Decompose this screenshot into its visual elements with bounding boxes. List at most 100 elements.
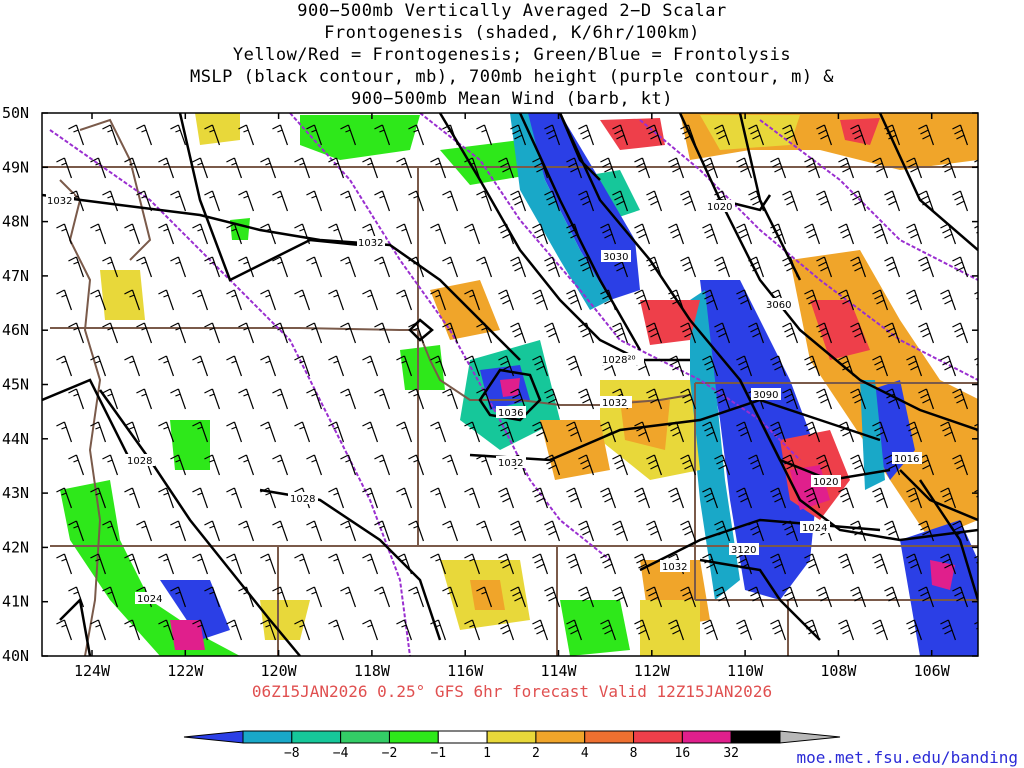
lon-label: 122W <box>167 662 204 680</box>
wind-barb <box>170 190 187 212</box>
wind-barb <box>226 619 243 641</box>
wind-barb <box>204 586 221 608</box>
wind-barb <box>260 487 277 509</box>
wind-barb <box>702 355 719 377</box>
wind-barb <box>136 256 153 278</box>
colorbar-label: 8 <box>630 746 638 761</box>
wind-barb <box>532 289 549 311</box>
wind-barb <box>430 421 447 443</box>
wind-barb <box>646 586 663 608</box>
wind-barb <box>544 520 561 542</box>
wind-barb <box>850 256 867 278</box>
wind-barb <box>634 157 651 179</box>
wind-barb <box>226 487 243 509</box>
wind-barb <box>102 454 119 476</box>
wind-barb <box>918 388 935 410</box>
wind-barb <box>634 619 651 641</box>
wind-barb <box>804 289 821 311</box>
wind-barb <box>340 322 357 344</box>
wind-barb <box>804 553 821 575</box>
wind-barb <box>408 190 425 212</box>
wind-barb <box>906 223 923 245</box>
wind-barb <box>430 289 447 311</box>
wind-barb <box>90 553 107 575</box>
wind-barb <box>102 124 119 146</box>
colorbar-label: −4 <box>333 746 349 761</box>
wind-barbs <box>56 124 1001 641</box>
wind-barb <box>476 520 493 542</box>
wind-barb <box>986 521 1001 541</box>
wind-barb <box>226 157 243 179</box>
wind-barb <box>872 355 889 377</box>
wind-barb <box>192 619 209 641</box>
wind-barb <box>430 157 447 179</box>
wind-barb <box>68 256 85 278</box>
contour-labels: 1032 1032 1020 1028 1028 1024 1032 1028²… <box>46 194 922 605</box>
wind-barb <box>804 223 821 245</box>
wind-barb <box>816 322 833 344</box>
height-label: 3060 <box>766 300 791 311</box>
wind-barb <box>918 520 935 542</box>
mslp-label: 1020 <box>707 202 732 213</box>
wind-barb <box>736 619 753 641</box>
wind-barb <box>702 421 719 443</box>
wind-barb <box>906 157 923 179</box>
wind-barb <box>634 487 651 509</box>
wind-barb <box>940 619 957 641</box>
wind-barb <box>816 388 833 410</box>
wind-barb <box>408 322 425 344</box>
wind-barb <box>986 389 1001 409</box>
wind-barb <box>396 421 413 443</box>
wind-barb <box>884 124 901 146</box>
colorbar-cell <box>730 730 781 744</box>
wind-barb <box>192 355 209 377</box>
wind-barb <box>68 520 85 542</box>
wind-barb <box>340 124 357 146</box>
wind-barb <box>566 157 583 179</box>
wind-barb <box>328 223 345 245</box>
height-contours <box>49 113 978 656</box>
wind-barb <box>306 388 323 410</box>
lat-label: 45N <box>2 376 29 394</box>
wind-barb <box>702 553 719 575</box>
wind-barb <box>782 586 799 608</box>
wind-barb <box>668 487 685 509</box>
wind-barb <box>952 256 969 278</box>
wind-barb <box>170 520 187 542</box>
wind-barb <box>396 487 413 509</box>
wind-barb <box>838 289 855 311</box>
map-plot-area: 1032 1032 1020 1028 1028 1024 1032 1028²… <box>42 113 1001 656</box>
wind-barb <box>918 586 935 608</box>
colorbar-label: 2 <box>532 746 540 761</box>
wind-barb <box>306 586 323 608</box>
wind-barb <box>294 355 311 377</box>
wind-barb <box>408 586 425 608</box>
wind-barb <box>170 256 187 278</box>
wind-barb <box>702 289 719 311</box>
wind-barb <box>544 256 561 278</box>
wind-barb <box>374 586 391 608</box>
colorbar-cell <box>584 730 635 744</box>
wind-barb <box>102 190 119 212</box>
wind-barb <box>804 619 821 641</box>
wind-barb <box>884 256 901 278</box>
wind-barb <box>612 454 629 476</box>
colorbar-label: 32 <box>723 746 739 761</box>
wind-barb <box>464 223 481 245</box>
wind-barb <box>566 223 583 245</box>
wind-barb <box>192 553 209 575</box>
lon-label: 116W <box>447 662 484 680</box>
wind-barb <box>680 520 697 542</box>
wind-barb <box>770 421 787 443</box>
wind-barb <box>192 289 209 311</box>
lon-label: 114W <box>540 662 577 680</box>
wind-barb <box>102 322 119 344</box>
wind-barb <box>408 388 425 410</box>
height-label: 3120 <box>731 545 756 556</box>
wind-barb <box>68 454 85 476</box>
title-line-5: 900−500mb Mean Wind (barb, kt) <box>350 89 674 109</box>
wind-barb <box>986 455 1001 475</box>
wind-barb <box>544 454 561 476</box>
wind-barb <box>532 487 549 509</box>
wind-barb <box>940 421 957 443</box>
